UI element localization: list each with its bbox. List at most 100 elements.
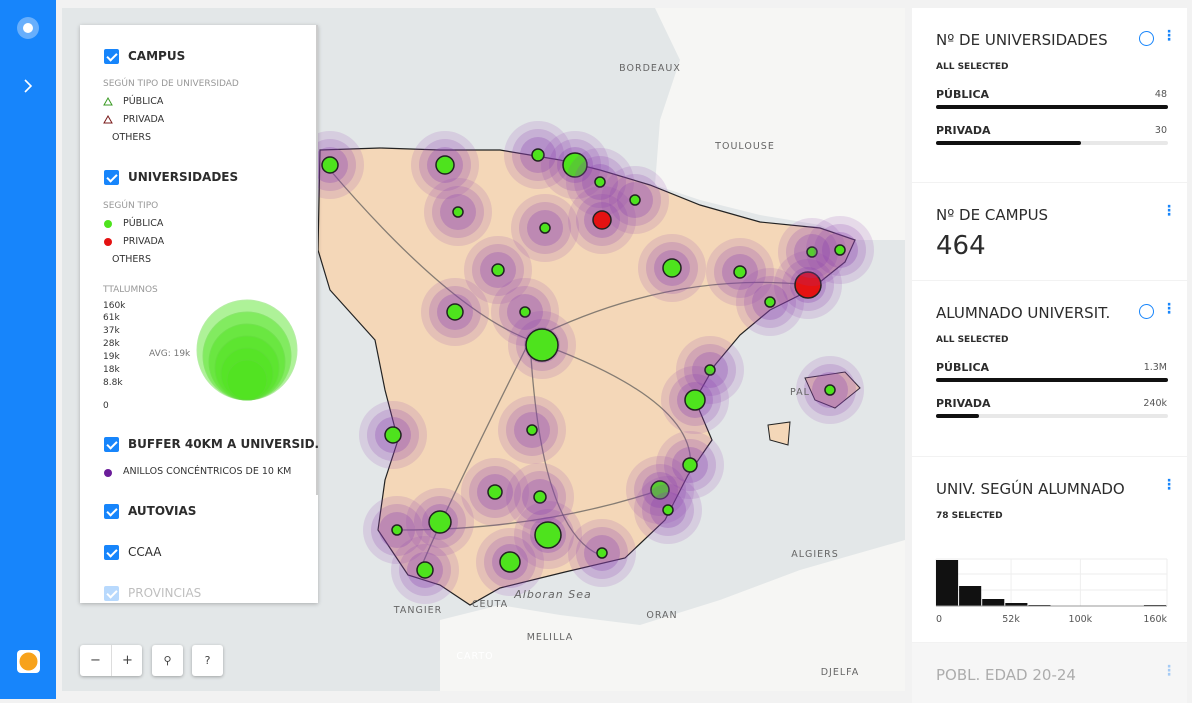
university — [428, 510, 452, 534]
widget-status: ALL SELECTED — [936, 335, 1009, 345]
x-tick-label: 160k — [1143, 614, 1167, 625]
bubble — [208, 323, 286, 401]
widget-menu: ⋮ — [1162, 301, 1176, 317]
icon — [103, 96, 113, 106]
legend-item: PRIVADA — [123, 236, 165, 247]
x-tick-label: 52k — [1002, 614, 1020, 625]
university — [519, 306, 531, 318]
university — [416, 561, 434, 579]
layer-title: CAMPUS — [128, 49, 186, 63]
university — [531, 148, 545, 162]
histogram: 0 52k 100k 160k — [935, 558, 1168, 625]
bubble-label: 0 — [103, 401, 109, 411]
widget-value: 464 — [936, 231, 986, 261]
university — [487, 484, 503, 500]
checkbox[interactable] — [104, 545, 119, 560]
road — [529, 339, 692, 471]
legend-item: PÚBLICA — [123, 96, 164, 107]
bubble-label: 28k — [103, 339, 120, 349]
map: BORDEAUX TOULOUSE ALGIERS Alboran Sea TANGIE… — [62, 8, 905, 691]
bubble-label: 61k — [103, 313, 120, 323]
sidebar-icons — [17, 17, 40, 673]
map-label: DJELFA — [821, 667, 860, 678]
bubble-legend — [196, 299, 298, 401]
layer-title: BUFFER 40KM A UNIVERSID... — [128, 437, 318, 451]
university — [764, 296, 776, 308]
row-name: PÚBLICA — [936, 88, 990, 101]
widget-status: 78 SELECTED — [936, 511, 1003, 521]
row-name: PRIVADA — [936, 124, 991, 137]
university — [499, 551, 521, 573]
checkbox[interactable] — [104, 170, 119, 185]
ibiza — [767, 421, 791, 446]
university — [562, 152, 588, 178]
map-label: BORDEAUX — [619, 63, 681, 74]
layer-subtitle: SEGÚN TIPO DE UNIVERSIDAD — [103, 79, 239, 89]
checkbox[interactable] — [104, 437, 119, 452]
widget-title: Nº DE UNIVERSIDADES — [936, 31, 1108, 49]
widget-menu: ⋮ — [1162, 663, 1176, 679]
row-name: PÚBLICA — [936, 361, 990, 374]
university — [594, 176, 606, 188]
university — [794, 271, 822, 299]
university — [824, 384, 836, 396]
legend-item: OTHERS — [112, 132, 152, 143]
hist-bar — [982, 599, 1005, 606]
bubble-title: TTALUMNOS — [103, 285, 158, 295]
checkbox[interactable] — [104, 586, 119, 601]
widget-menu: ⋮ — [1162, 28, 1176, 44]
university — [435, 155, 455, 175]
road — [529, 339, 601, 556]
spain — [317, 147, 856, 606]
bubble — [214, 335, 280, 401]
bar — [936, 105, 1168, 109]
checkbox[interactable] — [104, 49, 119, 64]
map-labels: BORDEAUX TOULOUSE ALGIERS Alboran Sea TANGIE… — [393, 63, 860, 678]
buffers — [296, 121, 874, 604]
bar — [936, 414, 979, 418]
university — [629, 194, 641, 206]
africa — [440, 540, 905, 691]
zoom-control: − + — [80, 645, 142, 676]
zoom-out[interactable]: − — [90, 653, 101, 668]
widget: Nº DE UNIVERSIDADES ⋮ ALL SELECTED PÚBLICA 4… — [912, 8, 1187, 182]
bar — [936, 378, 1168, 382]
widget-status: ALL SELECTED — [936, 62, 1009, 72]
university — [539, 222, 551, 234]
zoom-in[interactable]: + — [111, 645, 143, 676]
widget-icon — [1139, 31, 1154, 46]
row-name: PRIVADA — [936, 397, 991, 410]
checkbox[interactable] — [104, 504, 119, 519]
legend-panel: CAMPUS SEGÚN TIPO DE UNIVERSIDAD PÚBLICA… — [80, 25, 318, 603]
expand-icon[interactable] — [24, 79, 33, 93]
legend-item: PÚBLICA — [123, 218, 164, 229]
legend-item: ANILLOS CONCÉNTRICOS DE 10 KM — [123, 466, 292, 477]
layer-title: AUTOVIAS — [128, 504, 197, 518]
legend-item: OTHERS — [112, 254, 152, 265]
map-label: ALGIERS — [791, 549, 839, 560]
university — [534, 521, 562, 549]
hist-bar — [959, 586, 982, 606]
map-label: TOULOUSE — [714, 141, 775, 152]
logo[interactable] — [19, 652, 38, 671]
widget-menu: ⋮ — [1162, 477, 1176, 493]
widget: UNIV. SEGÚN ALUMNADO ⋮ 78 SELECTED 0 52k 100k… — [912, 457, 1187, 642]
purple-icon — [104, 469, 112, 477]
france — [62, 8, 905, 240]
bubble — [196, 299, 298, 401]
help-button[interactable]: ? — [192, 645, 223, 676]
widget-title: UNIV. SEGÚN ALUMNADO — [936, 480, 1125, 498]
university — [384, 426, 402, 444]
bubble-avg: AVG: 19k — [149, 349, 191, 359]
widget-title: Nº DE CAMPUS — [936, 206, 1049, 224]
sidebar — [0, 0, 56, 699]
university — [806, 246, 818, 258]
widget-menu: ⋮ — [1162, 203, 1176, 219]
bubble-label: 160k — [103, 301, 126, 311]
search-button[interactable]: ⚲ — [152, 645, 183, 676]
row-value: 30 — [1154, 125, 1167, 136]
university — [446, 303, 464, 321]
bubble-label: 37k — [103, 326, 120, 336]
layer-title: UNIVERSIDADES — [128, 170, 239, 184]
dot-icons — [104, 220, 112, 246]
